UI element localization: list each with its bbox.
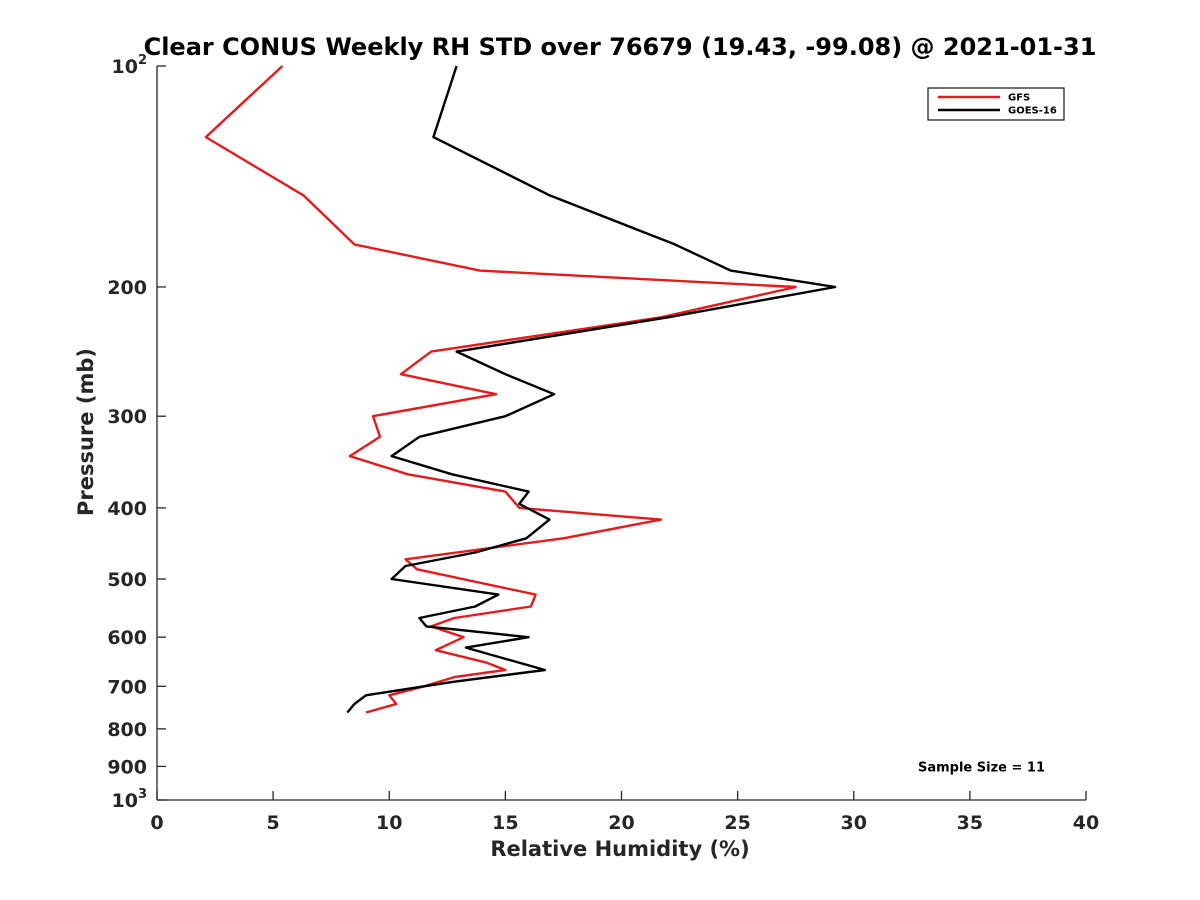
series-line-gfs	[204, 65, 797, 714]
y-axis-label: Pressure (mb)	[74, 348, 98, 516]
y-tick-label: 200	[107, 277, 147, 299]
legend: GFS GOES-16	[927, 87, 1065, 121]
x-tick-label: 25	[724, 812, 750, 834]
series-layer	[204, 65, 837, 714]
sample-size-annotation: Sample Size = 11	[918, 760, 1045, 775]
chart-title: Clear CONUS Weekly RH STD over 76679 (19…	[144, 33, 1097, 61]
x-tick-label: 10	[376, 812, 402, 834]
x-tick-label: 40	[1073, 812, 1099, 834]
x-axis-label: Relative Humidity (%)	[490, 837, 749, 861]
y-tick-label: 700	[107, 676, 147, 698]
y-tick-label: 800	[107, 719, 147, 741]
legend-entry: GOES-16	[1008, 106, 1057, 117]
annotations: Sample Size = 11	[918, 760, 1045, 775]
series-line-goes-16	[346, 65, 837, 714]
y-tick-label: 600	[107, 627, 147, 649]
x-tick-label: 0	[150, 812, 163, 834]
x-tick-label: 15	[492, 812, 518, 834]
x-tick-label: 35	[957, 812, 983, 834]
y-tick-label: 900	[107, 756, 147, 778]
y-tick-label: 400	[107, 498, 147, 520]
y-tick-label: 500	[107, 569, 147, 591]
x-tick-label: 5	[267, 812, 280, 834]
y-tick-label: 102	[112, 53, 148, 78]
y-tick-label: 103	[112, 787, 148, 812]
legend-box	[927, 87, 1065, 121]
x-tick-label: 30	[841, 812, 867, 834]
x-tick-label: 20	[608, 812, 634, 834]
legend-entry: GFS	[1008, 93, 1030, 104]
axes: 0 5 10 15 20 25 30 35 40 102 200 300 400 500 600 700 800…	[107, 53, 1099, 834]
y-tick-label: 300	[107, 406, 147, 428]
